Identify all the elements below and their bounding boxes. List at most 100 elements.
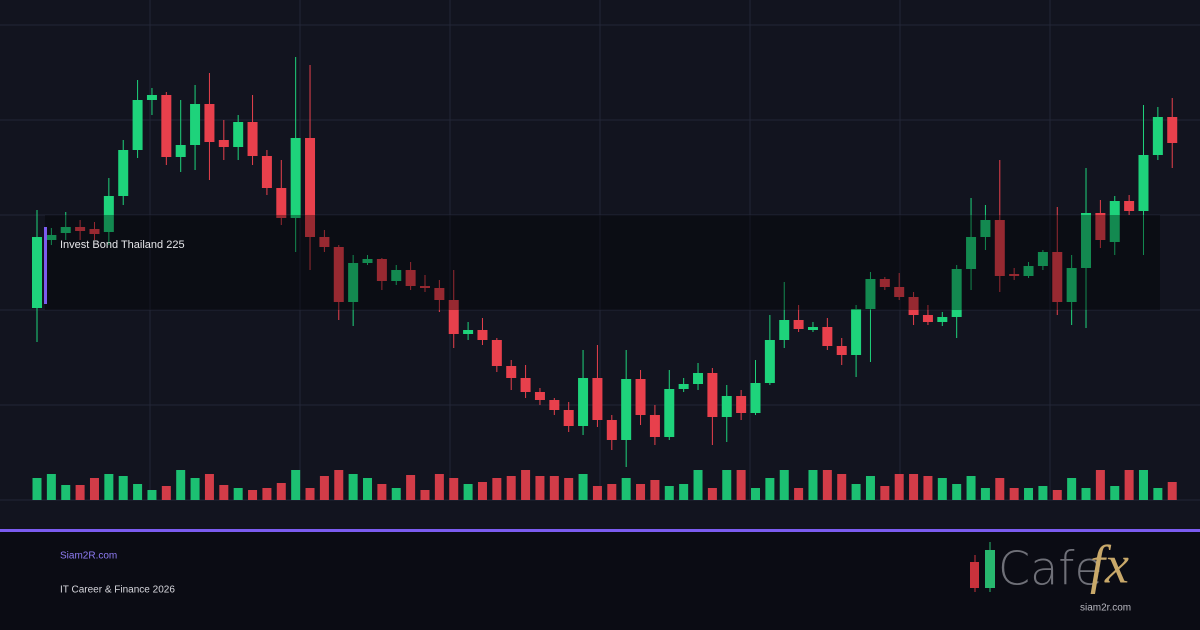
volume-bar [636, 484, 646, 500]
volume-bar [664, 486, 674, 500]
volume-bar [779, 470, 789, 500]
volume-bar [291, 470, 301, 500]
candle-body [46, 235, 57, 240]
candle-body [520, 378, 531, 392]
candle-body [247, 122, 258, 156]
volume-bar [980, 488, 990, 500]
candle-body [89, 229, 100, 234]
volume-bar [420, 490, 430, 500]
candle-body [736, 396, 747, 413]
candle-body [1037, 252, 1048, 266]
volume-bar [406, 475, 416, 500]
candle-body [764, 340, 775, 383]
candle-body [894, 287, 905, 297]
candle-body [851, 309, 862, 355]
volume-bar [722, 470, 732, 500]
candle-body [836, 346, 847, 355]
volume-bar [966, 476, 976, 500]
candle-body [290, 138, 301, 218]
candle-body [879, 279, 890, 287]
volume-bar [679, 484, 689, 500]
volume-bar [463, 484, 473, 500]
candle-body [233, 122, 244, 147]
candle-body [994, 220, 1005, 276]
volume-bar [233, 488, 243, 500]
volume-bar [1153, 488, 1163, 500]
candle-body [1167, 117, 1178, 143]
volume-bar [1009, 488, 1019, 500]
candle-body [678, 384, 689, 389]
volume-bar [822, 470, 832, 500]
candle-body [60, 227, 71, 233]
volume-bar [923, 476, 933, 500]
volume-bar [363, 478, 373, 500]
volume-bar [1038, 486, 1048, 500]
volume-bar [592, 486, 602, 500]
volume-bar [865, 476, 875, 500]
candle-body [391, 270, 402, 281]
volume-bar [1081, 488, 1091, 500]
volume-bar [248, 490, 258, 500]
vertical-grid [149, 0, 1051, 500]
annotation-marker [44, 227, 47, 304]
candle-body [175, 145, 186, 157]
candle-body [376, 259, 387, 281]
volume-bar [995, 478, 1005, 500]
candle-body [980, 220, 991, 237]
candle-body [664, 389, 675, 437]
volume-bar [851, 484, 861, 500]
volume-bar [909, 474, 919, 500]
logo-url: siam2r.com [1080, 603, 1131, 614]
volume-bar [161, 486, 171, 500]
candle-body [750, 383, 761, 413]
candle-body [865, 279, 876, 309]
volume-bar [578, 474, 588, 500]
volume-bar [736, 470, 746, 500]
volume-bar [176, 470, 186, 500]
volume-bar [564, 478, 574, 500]
candle-body [563, 410, 574, 426]
volume-bar [894, 474, 904, 500]
volume-bar [276, 483, 286, 500]
volume-bar [377, 484, 387, 500]
volume-bars [32, 470, 1177, 500]
candle-body [951, 269, 962, 317]
volume-bar [147, 490, 157, 500]
volume-bar [61, 485, 71, 500]
candle-body [779, 320, 790, 340]
volume-bar [190, 478, 200, 500]
volume-bar [1167, 482, 1177, 500]
candle-body [146, 95, 157, 100]
volume-bar [219, 485, 229, 500]
candle-body [276, 188, 287, 218]
candle-body [1138, 155, 1149, 211]
candle-body [922, 315, 933, 322]
candle-body [477, 330, 488, 340]
candle-body [621, 379, 632, 440]
logo: Cafe fx siam2r.com [970, 534, 1131, 614]
volume-bar [521, 470, 531, 500]
volume-bar [1110, 486, 1120, 500]
volume-bar [391, 488, 401, 500]
volume-bar [348, 474, 358, 500]
candle-body [966, 237, 977, 269]
volume-bar [1067, 478, 1077, 500]
candle-body [204, 104, 215, 142]
volume-bar [104, 474, 114, 500]
candle-body [635, 379, 646, 415]
volume-bar [765, 478, 775, 500]
volume-bar [880, 486, 890, 500]
candle-body [218, 140, 229, 147]
volume-bar [707, 488, 717, 500]
volume-bar [549, 476, 559, 500]
candle-body [721, 396, 732, 417]
candle-body [506, 366, 517, 378]
volume-bar [449, 478, 459, 500]
candle-body [908, 297, 919, 315]
candle-body [534, 392, 545, 400]
volume-bar [319, 476, 329, 500]
highlight-band [45, 215, 1160, 310]
candle-body [1081, 213, 1092, 268]
candle-body [32, 237, 42, 308]
volume-bar [262, 488, 272, 500]
